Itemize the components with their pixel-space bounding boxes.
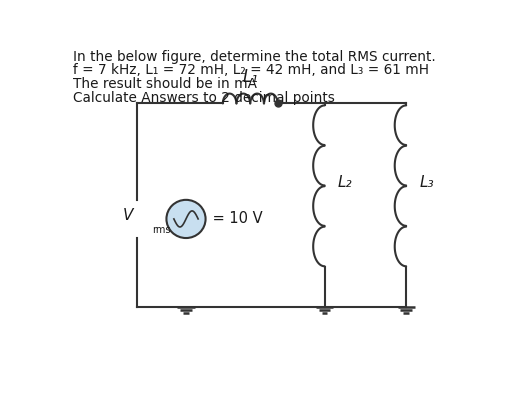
Text: = 10 V: = 10 V (208, 212, 262, 226)
Text: L₂: L₂ (338, 175, 352, 190)
Text: L₃: L₃ (419, 175, 434, 190)
Ellipse shape (166, 200, 206, 238)
Text: Calculate Answers to 2 decimal points: Calculate Answers to 2 decimal points (73, 91, 335, 105)
Text: rms: rms (153, 225, 171, 235)
Text: f = 7 kHz, L₁ = 72 mH, L₂ = 42 mH, and L₃ = 61 mH: f = 7 kHz, L₁ = 72 mH, L₂ = 42 mH, and L… (73, 64, 429, 78)
Text: V: V (123, 208, 133, 223)
Text: In the below figure, determine the total RMS current.: In the below figure, determine the total… (73, 50, 436, 64)
Text: The result should be in mA: The result should be in mA (73, 77, 257, 91)
Text: L₁: L₁ (242, 68, 258, 86)
